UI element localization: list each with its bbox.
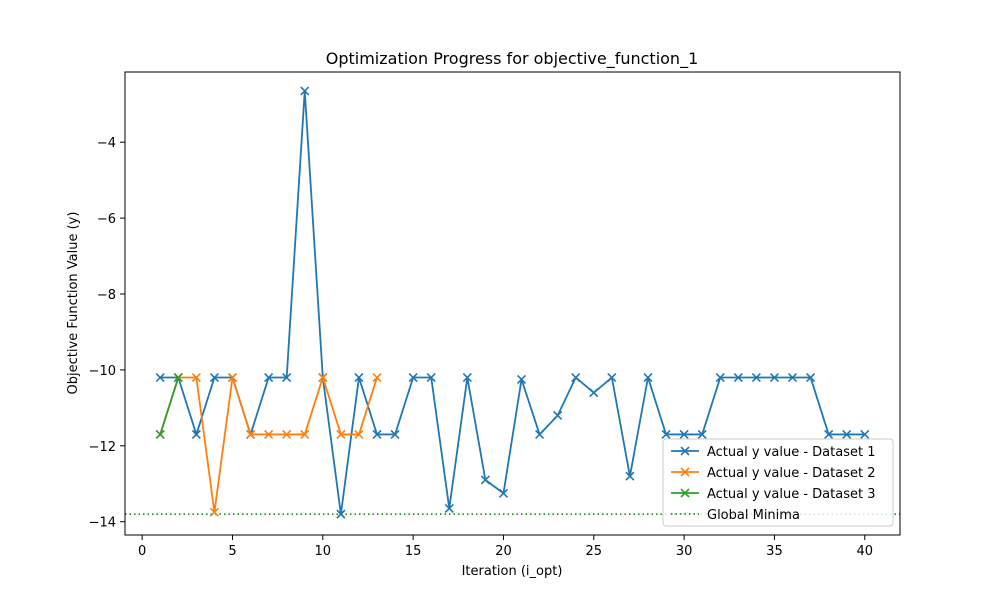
data-point-marker xyxy=(155,372,165,383)
data-point-marker xyxy=(553,410,563,421)
y-axis-title: Objective Function Value (y) xyxy=(66,212,81,395)
series-layer xyxy=(155,86,870,519)
data-point-marker xyxy=(372,372,382,383)
data-point-marker xyxy=(390,429,400,439)
data-point-marker xyxy=(264,429,274,439)
y-tick-label: −14 xyxy=(89,516,116,531)
x-tick-label: 40 xyxy=(856,544,873,559)
legend-label: Actual y value - Dataset 3 xyxy=(707,487,875,502)
legend-entry: Global Minima xyxy=(671,508,800,523)
y-tick-label: −12 xyxy=(89,440,116,455)
legend-entry: Actual y value - Dataset 2 xyxy=(671,466,875,481)
y-axis-ticks: −14 −12 −10 −8 −6 −4 xyxy=(89,136,125,531)
data-point-marker xyxy=(264,372,274,383)
data-point-marker xyxy=(282,429,292,439)
data-point-marker xyxy=(607,372,617,383)
data-point-marker xyxy=(155,429,165,439)
legend-label: Actual y value - Dataset 1 xyxy=(707,445,875,460)
data-point-marker xyxy=(408,372,418,383)
x-tick-label: 15 xyxy=(405,544,422,559)
y-tick-label: −4 xyxy=(97,136,116,151)
data-point-marker xyxy=(354,372,364,383)
x-tick-label: 0 xyxy=(138,544,146,559)
series-3 xyxy=(155,372,183,439)
data-point-marker xyxy=(480,475,490,485)
data-point-marker xyxy=(516,374,527,384)
data-point-marker xyxy=(282,372,292,383)
data-point-marker xyxy=(571,372,581,383)
legend-entry: Actual y value - Dataset 3 xyxy=(671,487,875,502)
x-axis-title: Iteration (i_opt) xyxy=(462,564,563,579)
data-point-marker xyxy=(589,388,599,398)
x-tick-label: 20 xyxy=(495,544,512,559)
data-point-marker xyxy=(733,372,743,383)
data-point-marker xyxy=(245,429,256,439)
data-point-marker xyxy=(643,372,653,383)
x-tick-label: 30 xyxy=(676,544,693,559)
data-point-marker xyxy=(860,429,870,439)
x-axis-ticks: 0 5 10 15 20 25 30 35 40 xyxy=(138,535,873,559)
data-point-marker xyxy=(191,429,201,439)
data-point-marker xyxy=(679,429,689,439)
data-point-marker xyxy=(498,488,509,498)
data-point-marker xyxy=(336,509,346,519)
x-tick-label: 35 xyxy=(766,544,783,559)
legend-entry: Actual y value - Dataset 1 xyxy=(671,445,875,460)
x-tick-label: 5 xyxy=(228,544,236,559)
data-point-marker xyxy=(354,429,364,439)
y-tick-label: −8 xyxy=(97,288,116,303)
series-line xyxy=(159,377,180,435)
legend-label: Actual y value - Dataset 2 xyxy=(707,466,875,481)
data-point-marker xyxy=(787,372,798,383)
data-point-marker xyxy=(336,429,346,439)
data-point-marker xyxy=(661,429,671,439)
data-point-marker xyxy=(300,86,310,96)
data-point-marker xyxy=(715,372,725,383)
data-point-marker xyxy=(318,372,328,383)
data-point-marker xyxy=(227,372,238,383)
data-point-marker xyxy=(191,372,201,383)
data-point-marker xyxy=(372,429,382,439)
chart-title: Optimization Progress for objective_func… xyxy=(326,49,699,69)
legend-label: Global Minima xyxy=(707,508,800,523)
data-point-marker xyxy=(209,507,219,517)
plot-frame xyxy=(124,71,901,536)
data-point-marker xyxy=(842,429,852,439)
y-tick-label: −10 xyxy=(89,364,116,379)
data-point-marker xyxy=(769,372,780,383)
data-point-marker xyxy=(462,372,472,383)
data-point-marker xyxy=(444,503,454,514)
data-point-marker xyxy=(535,429,545,439)
data-point-marker xyxy=(824,429,834,439)
data-point-marker xyxy=(300,429,310,439)
data-point-marker xyxy=(209,372,219,383)
data-point-marker xyxy=(751,372,761,383)
x-tick-label: 10 xyxy=(315,544,332,559)
data-point-marker xyxy=(697,429,707,439)
data-point-marker xyxy=(625,471,635,481)
y-tick-label: −6 xyxy=(97,212,116,227)
x-tick-label: 25 xyxy=(586,544,603,559)
series-line xyxy=(160,90,865,516)
data-point-marker xyxy=(806,372,816,383)
data-point-marker xyxy=(426,372,436,383)
legend-box xyxy=(662,438,894,527)
data-point-marker xyxy=(173,372,183,383)
legend: Actual y value - Dataset 1 Actual y value… xyxy=(662,438,894,527)
